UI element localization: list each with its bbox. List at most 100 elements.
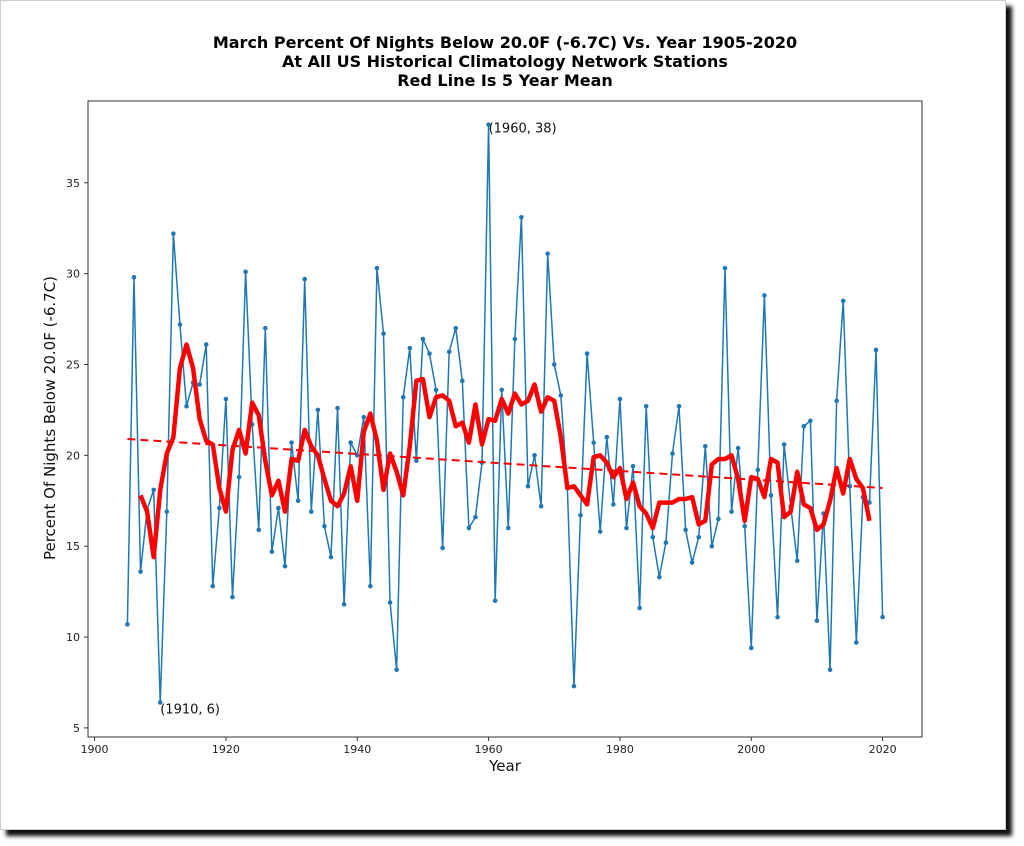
annual-data-point [453, 325, 459, 331]
annual-data-point [217, 505, 222, 511]
chart-title-line-3: Red Line Is 5 Year Mean [397, 71, 613, 90]
annual-data-point [729, 509, 734, 514]
annual-data-point [781, 442, 787, 447]
y-tick-label: 25 [66, 358, 80, 371]
annual-data-point [873, 347, 879, 353]
x-axis-label: Year [488, 757, 522, 775]
annual-data-point [269, 549, 275, 554]
y-tick-label: 10 [66, 631, 80, 644]
annual-data-point [584, 351, 590, 356]
annotation: (1960, 38) [489, 121, 557, 136]
y-tick-label: 5 [73, 722, 80, 735]
annual-data-point [414, 458, 419, 464]
annual-data-point [256, 527, 262, 533]
chart-title-line-2: At All US Historical Climatology Network… [282, 52, 728, 71]
annual-data-point [374, 265, 380, 271]
annual-data-point [604, 434, 610, 440]
annual-data-point [742, 523, 747, 529]
annual-data-point [519, 214, 524, 220]
annual-data-point [427, 351, 432, 356]
annual-data-point [532, 453, 537, 458]
annual-data-point [407, 345, 413, 351]
annual-data-point [663, 540, 669, 545]
annual-data-point [689, 560, 695, 565]
x-tick-label: 1940 [343, 743, 371, 756]
annual-data-point [525, 483, 531, 489]
annual-data-point [551, 362, 557, 367]
y-tick-label: 20 [66, 449, 80, 462]
y-tick-label: 15 [66, 540, 80, 553]
annual-data-point [354, 453, 360, 458]
annual-data-point [611, 502, 616, 507]
annual-data-point [473, 514, 478, 520]
annual-data-point [184, 403, 189, 409]
annual-data-point [702, 443, 708, 449]
annual-data-point [854, 640, 859, 645]
annual-data-point [171, 231, 176, 236]
annual-data-point [282, 563, 288, 569]
annual-data-point [433, 387, 439, 393]
annual-data-point [512, 336, 518, 342]
annual-data-point [597, 529, 603, 534]
annual-data-point [499, 387, 505, 393]
annual-data-point [236, 474, 242, 480]
annual-data-point [394, 667, 399, 673]
annual-data-point [880, 614, 885, 620]
annual-data-point [775, 614, 780, 620]
annual-data-point [203, 342, 209, 347]
annual-data-point [335, 405, 340, 411]
annual-data-point [276, 505, 281, 511]
annual-data-point [578, 513, 583, 518]
annual-data-point [420, 336, 426, 342]
annual-data-point [315, 407, 321, 413]
annual-data-point [722, 265, 728, 271]
annual-data-point [558, 393, 564, 398]
annual-data-point [328, 554, 334, 560]
annual-data-point [735, 445, 741, 451]
annual-data-point [177, 322, 183, 327]
x-tick-label: 1920 [212, 743, 240, 756]
annual-data-point [289, 440, 294, 445]
annual-data-point [716, 516, 721, 522]
annual-data-point [348, 440, 353, 445]
annual-data-point [466, 525, 472, 531]
annual-data-point [361, 414, 367, 420]
annual-data-point [243, 269, 248, 275]
annual-data-point [138, 569, 143, 574]
five-year-mean-line [138, 342, 872, 560]
annual-data-point [840, 298, 846, 304]
annual-data-point [814, 618, 820, 624]
annual-data-point [440, 545, 445, 551]
annual-data-point [571, 683, 577, 689]
x-tick-label: 1900 [81, 743, 109, 756]
annual-data-point [748, 645, 754, 651]
annual-data-point [755, 467, 761, 473]
annual-data-point [164, 509, 170, 514]
annual-data-point [446, 349, 452, 355]
plot-area [87, 100, 923, 738]
annual-data-point [538, 503, 544, 509]
x-tick-label: 2000 [737, 743, 765, 756]
x-tick-label: 2020 [869, 743, 897, 756]
annual-data-point [696, 534, 702, 540]
annual-data-point [657, 574, 662, 580]
annual-data-point [387, 600, 393, 605]
annual-data-point [322, 523, 327, 529]
annual-data-point [762, 293, 767, 298]
annual-data-point [591, 440, 596, 445]
annual-data-point [545, 251, 550, 256]
y-tick-label: 35 [66, 177, 80, 190]
annual-data-point [223, 396, 229, 402]
y-axis-label: Percent Of Nights Below 20.0F (-6.7C) [41, 276, 59, 560]
annual-data-point [794, 558, 800, 564]
annual-data-point [125, 622, 130, 627]
annual-data-point [505, 525, 511, 531]
annual-data-point [210, 583, 216, 589]
annual-data-point [460, 378, 465, 384]
annual-data-point [650, 534, 656, 540]
chart-title-line-1: March Percent Of Nights Below 20.0F (-6.… [213, 33, 797, 52]
annual-data-point [624, 525, 629, 531]
annual-data-point [676, 403, 682, 409]
annual-data-point [263, 325, 268, 331]
